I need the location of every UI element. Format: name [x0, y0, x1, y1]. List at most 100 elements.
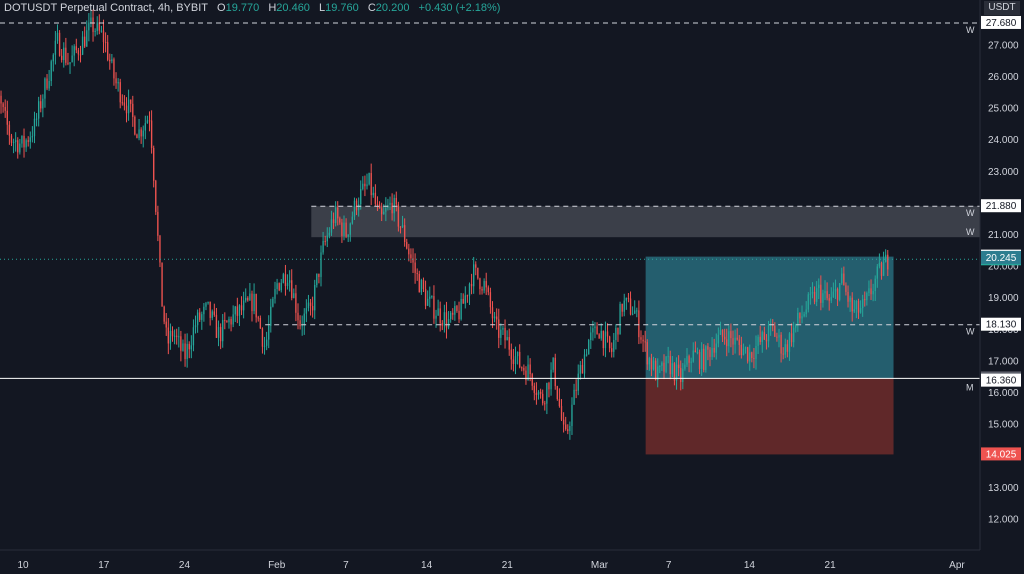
candle-body: [234, 306, 236, 315]
loss-zone: [645, 378, 894, 455]
price-axis-label-bg: [981, 199, 1021, 213]
candle-body: [500, 329, 502, 338]
candle-body: [291, 280, 293, 299]
candle-body: [579, 364, 582, 374]
candle-body: [598, 334, 600, 339]
candle-body: [502, 327, 504, 330]
candle-body: [265, 339, 268, 346]
candle-body: [669, 356, 671, 375]
stop-price-label-bg: [981, 447, 1021, 461]
candle-body: [113, 59, 115, 79]
candle-body: [119, 82, 121, 103]
candle-body: [759, 336, 761, 343]
candle-body: [832, 291, 835, 298]
candle-body: [186, 343, 188, 359]
y-tick-label: 21.000: [988, 230, 1019, 241]
candle-body: [311, 305, 314, 311]
y-tick-label: 19.000: [988, 293, 1019, 304]
candle-body: [173, 335, 176, 337]
candle-body: [56, 32, 59, 41]
candle-body: [657, 366, 659, 381]
candle-body: [456, 306, 458, 311]
candle-body: [242, 300, 245, 311]
candle-body: [245, 297, 247, 301]
price-unit-label[interactable]: USDT: [984, 1, 1020, 15]
candle-body: [843, 273, 845, 286]
candle-body: [171, 330, 174, 337]
candle-body: [178, 336, 180, 338]
candle-body: [426, 298, 429, 306]
candle-body: [596, 326, 598, 335]
candle-body: [349, 223, 351, 235]
candle-body: [50, 61, 52, 81]
candle-body: [414, 262, 416, 273]
candle-body: [42, 98, 44, 109]
candle-body: [326, 235, 328, 242]
candle-body: [460, 298, 462, 320]
candle-body: [615, 327, 617, 341]
candle-body: [21, 135, 23, 144]
candle-body: [872, 291, 874, 295]
candle-body: [477, 267, 479, 279]
candle-body: [834, 288, 837, 292]
candle-body: [378, 204, 381, 209]
candle-body: [435, 315, 437, 319]
candle-body: [560, 406, 563, 420]
candle-body: [498, 319, 500, 338]
candle-body: [799, 312, 801, 319]
candle-body: [516, 351, 519, 357]
candle-body: [217, 327, 220, 338]
candle-body: [590, 332, 592, 341]
close-value: 20.200: [375, 2, 410, 14]
candle-body: [468, 283, 471, 296]
candle-body: [818, 284, 820, 289]
candle-body: [420, 280, 423, 293]
candle-body: [364, 183, 366, 187]
candle-body: [46, 78, 48, 89]
candle-body: [226, 321, 228, 323]
candle-body: [504, 327, 506, 341]
candle-body: [431, 296, 433, 298]
symbol-title: DOTUSDT Perpetual Contract, 4h, BYBIT: [4, 2, 208, 14]
candle-body: [253, 293, 255, 312]
candle-body: [84, 36, 86, 47]
candle-body: [257, 317, 259, 319]
candle-body: [366, 184, 368, 187]
level-tag: W: [966, 25, 975, 35]
candle-body: [376, 203, 379, 205]
candle-body: [125, 105, 128, 114]
level-tag: M: [966, 383, 974, 393]
candle-body: [372, 192, 374, 196]
marker-price-label-bg: [981, 250, 1021, 264]
candle-body: [665, 356, 667, 372]
candle-body: [608, 336, 611, 349]
candle-body: [368, 173, 370, 185]
candle-body: [648, 358, 651, 365]
zone-tag: W: [966, 227, 975, 237]
candle-body: [749, 352, 751, 362]
candle-body: [801, 316, 803, 319]
candle-body: [301, 325, 303, 327]
candle-body: [385, 208, 387, 212]
candle-body: [117, 82, 119, 84]
candle-body: [207, 301, 209, 304]
candle-body: [594, 326, 596, 329]
candle-body: [332, 219, 335, 223]
candle-body: [341, 222, 343, 236]
price-axis-label: 16.360: [986, 376, 1017, 387]
candle-body: [730, 331, 732, 339]
candle-body: [707, 346, 709, 350]
candle-body: [259, 318, 262, 329]
candle-body: [870, 288, 872, 295]
candle-body: [443, 312, 446, 326]
candle-body: [274, 288, 276, 299]
candle-body: [684, 364, 686, 369]
candle-body: [410, 254, 412, 259]
candle-body: [874, 278, 876, 292]
candle-body: [60, 55, 63, 61]
candle-body: [403, 225, 406, 243]
candle-body: [209, 301, 211, 318]
price-axis-label: 27.680: [986, 18, 1017, 29]
candle-body: [270, 306, 272, 326]
